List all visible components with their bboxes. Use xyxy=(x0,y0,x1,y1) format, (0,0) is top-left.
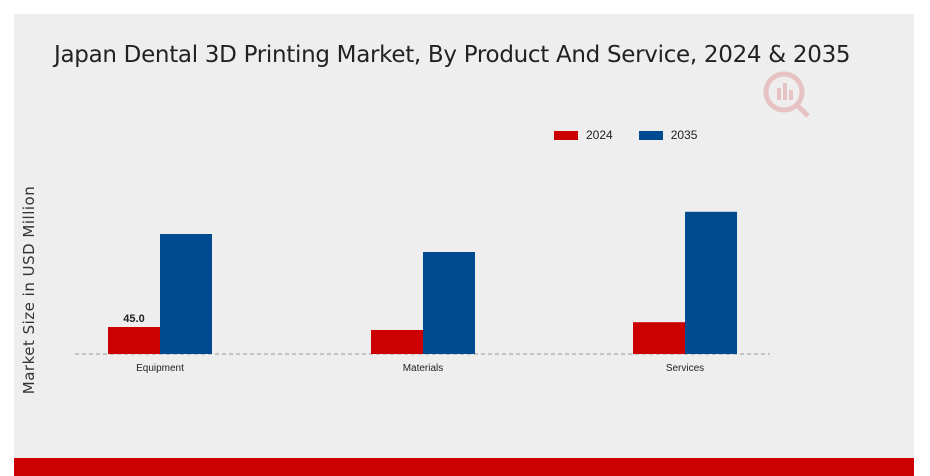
x-tick-label-materials: Materials xyxy=(403,363,444,374)
legend-swatch-2035 xyxy=(638,130,663,140)
logo-icon xyxy=(763,71,810,118)
x-tick-label-services: Services xyxy=(666,363,704,374)
bar-materials-2024 xyxy=(371,330,423,354)
legend-item-2024: 2024 xyxy=(554,128,613,142)
data-label-equipment-2024: 45.0 xyxy=(123,313,144,325)
chart-title: Japan Dental 3D Printing Market, By Prod… xyxy=(54,42,851,68)
legend-item-2035: 2035 xyxy=(638,128,698,142)
legend-label-2024: 2024 xyxy=(586,128,613,142)
legend-swatch-2024 xyxy=(554,130,578,140)
legend-label-2035: 2035 xyxy=(670,128,698,142)
footer-bar xyxy=(14,458,914,476)
bar-services-2035 xyxy=(685,211,737,354)
bar-services-2024 xyxy=(633,322,685,354)
bar-materials-2035 xyxy=(423,252,475,354)
legend: 2024 2035 xyxy=(554,128,723,142)
bar-equipment-2024 xyxy=(108,327,160,354)
x-tick-label-equipment: Equipment xyxy=(136,363,184,374)
bar-equipment-2035 xyxy=(160,234,212,354)
